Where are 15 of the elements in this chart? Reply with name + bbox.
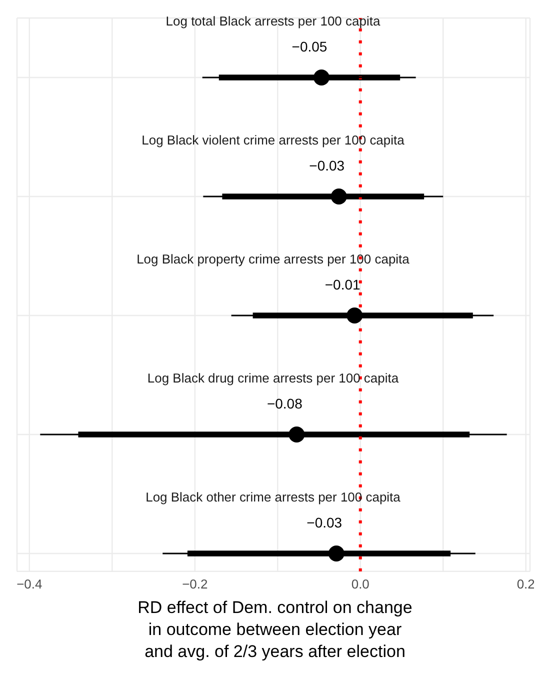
text: −0.03 (309, 158, 345, 174)
text: −0.01 (324, 276, 360, 292)
x-tick-label: 0.0 (351, 576, 370, 592)
y-tick-label: Log total Black arrests per 100 capita (166, 14, 381, 28)
y-tick-label: Log Black drug crime arrests per 100 capita (147, 370, 400, 386)
y-tick-label: Log Black violent crime arrests per 100 capita (142, 132, 406, 148)
text: −0.08 (266, 395, 302, 412)
x-axis-title: RD effect of Dem. control on change in outcome between election year and avg. of 2/3 years after election (136, 597, 414, 664)
x-tick-label: −0.4 (16, 576, 42, 592)
x-tick-label: −0.2 (182, 576, 208, 592)
y-tick-label: Log Black other crime arrests per 100 capita (146, 489, 402, 504)
text: −0.05 (292, 38, 328, 54)
y-tick-label: Log Black property crime arrests per 100 capita (136, 251, 410, 266)
text: −0.03 (306, 514, 342, 530)
x-tick-label: 0.2 (516, 576, 535, 592)
